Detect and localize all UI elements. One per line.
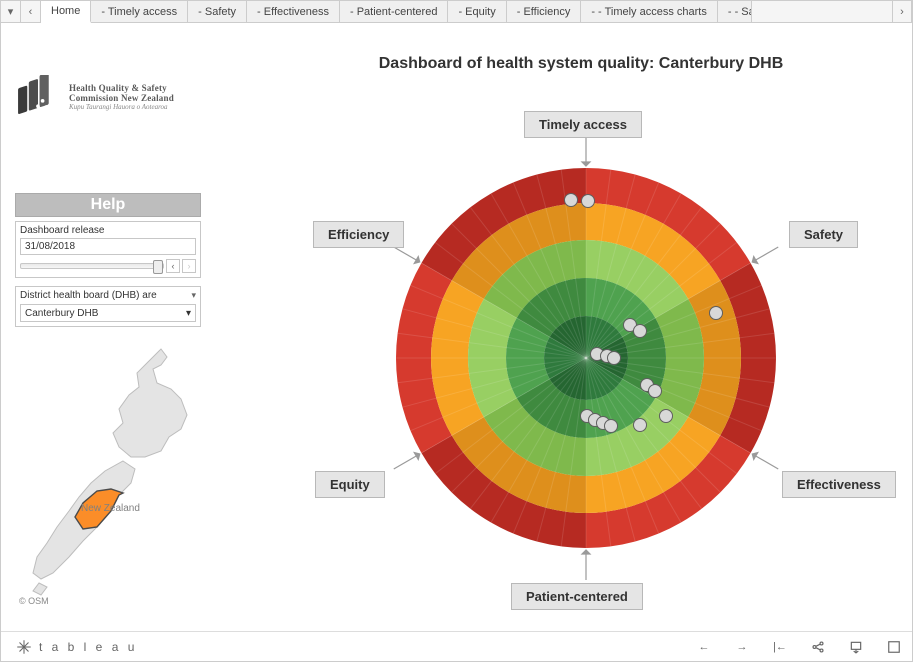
slider-thumb[interactable] bbox=[153, 260, 163, 274]
tab-scroll-left[interactable]: ‹ bbox=[21, 1, 41, 22]
help-button[interactable]: Help bbox=[15, 193, 201, 217]
cat-text: Safety bbox=[804, 227, 843, 242]
dhb-select[interactable]: Canterbury DHB ▾ bbox=[20, 304, 196, 322]
logo-subtitle: Kupu Taurangi Hauora o Aotearoa bbox=[69, 103, 174, 111]
tab-scroll-right[interactable]: › bbox=[892, 1, 912, 22]
release-value: 31/08/2018 bbox=[20, 238, 196, 255]
dartboard-marker[interactable] bbox=[565, 194, 578, 207]
dartboard-marker[interactable] bbox=[660, 410, 673, 423]
redo-icon[interactable]: → bbox=[734, 639, 750, 655]
cat-label-safety[interactable]: Safety bbox=[789, 221, 858, 248]
dartboard-marker[interactable] bbox=[634, 325, 647, 338]
dhb-panel: District health board (DHB) are ▾ Canter… bbox=[15, 286, 201, 327]
tab-timely-access-charts[interactable]: - - Timely access charts bbox=[581, 1, 718, 22]
tab-home[interactable]: Home bbox=[41, 1, 91, 23]
release-panel: Dashboard release 31/08/2018 ‹ › bbox=[15, 221, 201, 278]
dartboard-marker[interactable] bbox=[710, 307, 723, 320]
tab-label: - Patient-centered bbox=[350, 6, 437, 18]
fullscreen-icon[interactable] bbox=[886, 639, 902, 655]
reset-icon[interactable]: |← bbox=[772, 639, 788, 655]
tab-label: - - Timely access charts bbox=[591, 6, 707, 18]
nz-map[interactable]: New Zealand bbox=[11, 343, 221, 603]
cat-label-equity[interactable]: Equity bbox=[315, 471, 385, 498]
tab-label: - Efficiency bbox=[517, 6, 571, 18]
dartboard-marker[interactable] bbox=[582, 195, 595, 208]
tableau-mark-icon bbox=[15, 638, 33, 656]
tab-safety[interactable]: - Safety bbox=[188, 1, 247, 22]
tab-timely-access[interactable]: - Timely access bbox=[91, 1, 188, 22]
tableau-footer: t a b l e a u ← → |← bbox=[1, 631, 912, 661]
map-attribution: © OSM bbox=[19, 596, 49, 606]
dartboard-marker[interactable] bbox=[634, 419, 647, 432]
tab-strip: ▾ ‹ Home - Timely access - Safety - Effe… bbox=[1, 1, 912, 23]
footer-toolbar: ← → |← bbox=[696, 639, 902, 655]
tab-label: - - Sa bbox=[728, 6, 752, 18]
map-stewart-island bbox=[33, 583, 47, 595]
tab-efficiency[interactable]: - Efficiency bbox=[507, 1, 582, 22]
tab-menu-button[interactable]: ▾ bbox=[1, 1, 21, 22]
dropdown-caret-icon: ▾ bbox=[186, 308, 191, 319]
help-label: Help bbox=[91, 196, 126, 214]
cat-text: Effectiveness bbox=[797, 477, 881, 492]
cat-label-patient[interactable]: Patient-centered bbox=[511, 583, 643, 610]
tab-label: Home bbox=[51, 5, 80, 17]
share-icon[interactable] bbox=[810, 639, 826, 655]
logo-line2: Commission New Zealand bbox=[69, 93, 174, 103]
org-logo: Health Quality & Safety Commission New Z… bbox=[15, 75, 174, 119]
dartboard-marker[interactable] bbox=[649, 385, 662, 398]
cat-label-efficiency[interactable]: Efficiency bbox=[313, 221, 404, 248]
tab-label: - Effectiveness bbox=[257, 6, 329, 18]
dartboard-marker[interactable] bbox=[605, 420, 618, 433]
release-slider[interactable] bbox=[20, 263, 164, 269]
undo-icon[interactable]: ← bbox=[696, 639, 712, 655]
tab-label: - Timely access bbox=[101, 6, 177, 18]
hqsc-logo-icon bbox=[15, 75, 61, 119]
cat-text: Timely access bbox=[539, 117, 627, 132]
map-country-label: New Zealand bbox=[81, 503, 140, 514]
dhb-label: District health board (DHB) are bbox=[20, 290, 157, 301]
dashboard-main: Health Quality & Safety Commission New Z… bbox=[1, 23, 912, 631]
dashboard-title: Dashboard of health system quality: Cant… bbox=[301, 55, 861, 73]
tab-label: - Safety bbox=[198, 6, 236, 18]
tableau-logo[interactable]: t a b l e a u bbox=[15, 638, 137, 656]
release-label: Dashboard release bbox=[20, 225, 196, 236]
cat-label-effectiveness[interactable]: Effectiveness bbox=[782, 471, 896, 498]
dartboard-chart[interactable]: Timely access Safety Effectiveness Patie… bbox=[291, 93, 881, 613]
dhb-selected: Canterbury DHB bbox=[25, 308, 98, 319]
tab-patient-centered[interactable]: - Patient-centered bbox=[340, 1, 448, 22]
tab-effectiveness[interactable]: - Effectiveness bbox=[247, 1, 340, 22]
tab-label: - Equity bbox=[458, 6, 495, 18]
release-step-next[interactable]: › bbox=[182, 259, 196, 273]
cat-text: Efficiency bbox=[328, 227, 389, 242]
download-icon[interactable] bbox=[848, 639, 864, 655]
tab-truncated[interactable]: - - Sa bbox=[718, 1, 752, 22]
map-north-island bbox=[113, 349, 187, 457]
cat-label-timely[interactable]: Timely access bbox=[524, 111, 642, 138]
cat-text: Equity bbox=[330, 477, 370, 492]
release-step-prev[interactable]: ‹ bbox=[166, 259, 180, 273]
logo-line1: Health Quality & Safety bbox=[69, 83, 174, 93]
tableau-brand-text: t a b l e a u bbox=[39, 640, 137, 654]
chevron-down-icon: ▾ bbox=[191, 290, 196, 301]
tab-equity[interactable]: - Equity bbox=[448, 1, 506, 22]
dartboard-marker[interactable] bbox=[608, 352, 621, 365]
cat-text: Patient-centered bbox=[526, 589, 628, 604]
